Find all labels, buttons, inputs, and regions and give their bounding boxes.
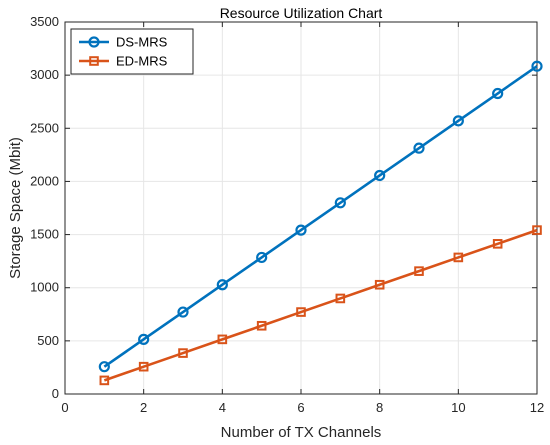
data-point xyxy=(334,197,346,209)
x-tick-label: 2 xyxy=(140,400,147,415)
legend-label: DS-MRS xyxy=(116,35,168,50)
data-point xyxy=(531,60,543,72)
y-tick-label: 1500 xyxy=(30,227,59,242)
data-point xyxy=(138,333,150,345)
data-point xyxy=(256,320,267,331)
x-tick-label: 4 xyxy=(219,400,226,415)
data-point xyxy=(414,266,424,276)
y-tick-label: 1000 xyxy=(30,280,59,295)
series-ds-mrs xyxy=(98,60,543,373)
data-point xyxy=(99,375,110,386)
y-tick-label: 0 xyxy=(52,386,59,401)
legend-marker xyxy=(88,36,100,48)
data-point xyxy=(177,306,189,318)
data-point xyxy=(256,251,268,264)
axes: 0 2 4 6 8 10 12 0 500 1000 1500 2000 2500 3000 3500 xyxy=(30,14,544,415)
data-point xyxy=(452,115,464,127)
x-tick-label: 10 xyxy=(451,400,465,415)
data-point xyxy=(296,307,306,317)
y-tick-label: 3000 xyxy=(30,67,59,82)
chart-title: Resource Utilization Chart xyxy=(220,5,383,21)
x-axis-title: Number of TX Channels xyxy=(221,424,382,441)
y-axis-title: Storage Space (Mbit) xyxy=(7,137,24,279)
data-point xyxy=(532,225,542,235)
data-point xyxy=(453,252,464,263)
data-point xyxy=(138,361,149,372)
legend-item: DS-MRS xyxy=(79,35,168,50)
data-point xyxy=(335,293,346,304)
series-layer xyxy=(98,60,543,386)
data-point xyxy=(217,334,228,345)
data-point xyxy=(374,169,386,182)
x-tick-label: 6 xyxy=(297,400,304,415)
y-tick-label: 2000 xyxy=(30,173,59,188)
y-tick-label: 2500 xyxy=(30,120,59,135)
data-point xyxy=(98,361,110,373)
legend-item: ED-MRS xyxy=(79,54,168,69)
y-tick-label: 3500 xyxy=(30,14,59,29)
legend: DS-MRS ED-MRS xyxy=(70,28,194,75)
series-ed-mrs xyxy=(99,225,542,386)
data-point xyxy=(413,142,425,154)
data-point xyxy=(295,224,307,236)
legend-marker xyxy=(89,56,99,66)
x-tick-label: 8 xyxy=(376,400,383,415)
data-point xyxy=(492,87,504,100)
legend-box xyxy=(70,28,194,75)
x-tick-label: 12 xyxy=(530,400,544,415)
y-tick-label: 500 xyxy=(37,333,59,348)
series-line xyxy=(103,228,538,382)
x-tick-label: 0 xyxy=(61,400,68,415)
data-point xyxy=(374,279,385,290)
data-point xyxy=(492,239,503,249)
series-line xyxy=(103,65,538,368)
data-point xyxy=(178,348,188,358)
data-point xyxy=(216,279,228,291)
legend-label: ED-MRS xyxy=(116,54,168,69)
